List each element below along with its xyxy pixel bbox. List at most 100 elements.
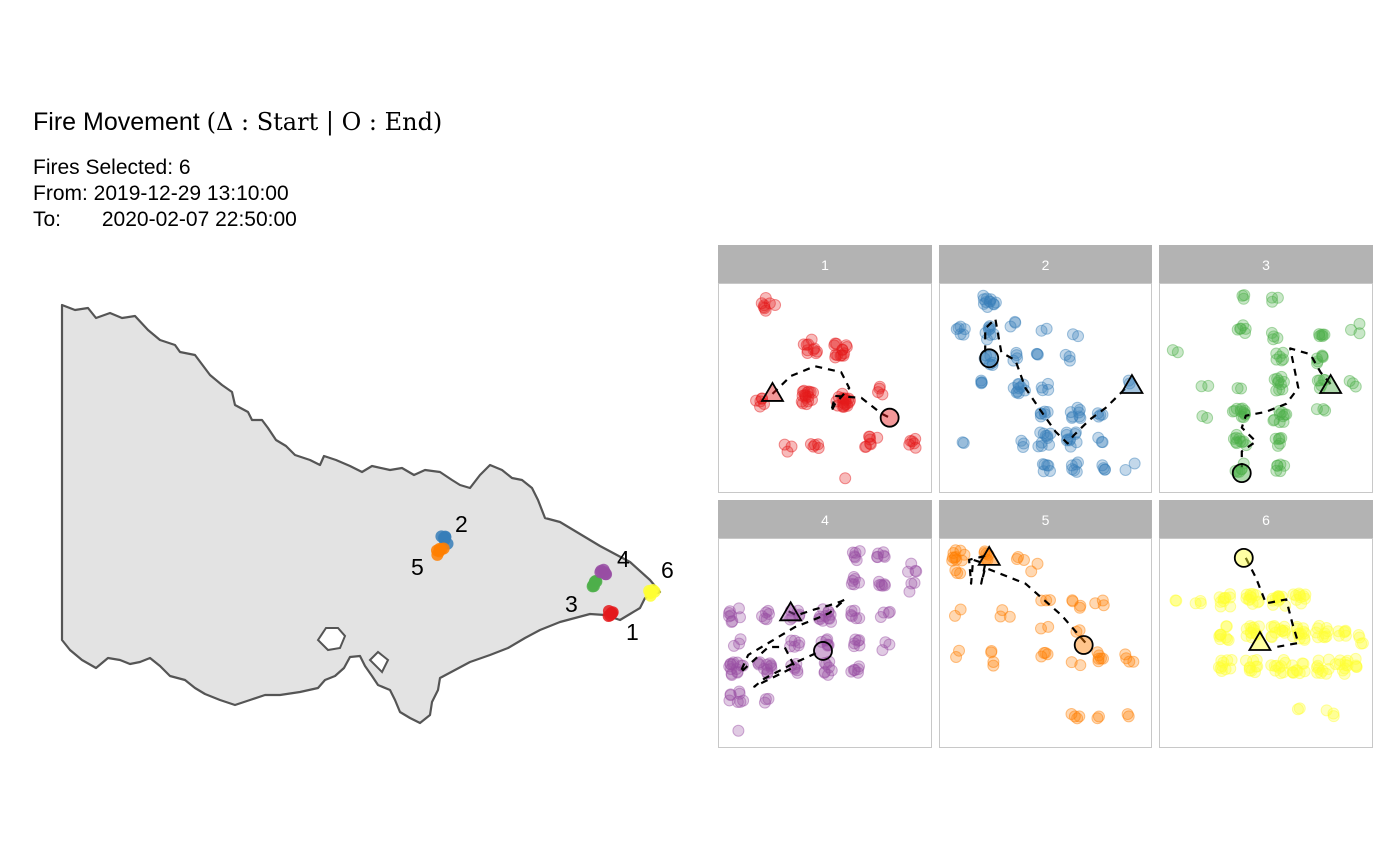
fire-point [848, 664, 861, 677]
fire-point [800, 338, 813, 351]
fire-point [1352, 629, 1365, 642]
fire-point [1291, 703, 1304, 716]
fire-point [949, 564, 962, 577]
fire-point [864, 433, 877, 446]
fire-point [1213, 591, 1226, 604]
fire-point [950, 553, 963, 566]
fire-point [1310, 403, 1323, 416]
fire-point [1231, 323, 1244, 336]
fire-point [951, 567, 964, 580]
fire-point [1226, 405, 1239, 418]
start-marker [1318, 373, 1343, 394]
fire-point [975, 376, 988, 389]
fire-point [1066, 594, 1079, 607]
fire-point [1318, 631, 1331, 644]
fire-point [1230, 428, 1243, 441]
fire-point [1272, 433, 1285, 446]
fire-point [1214, 662, 1227, 675]
fire-point [1345, 323, 1358, 336]
fire-point [1243, 661, 1256, 674]
fire-point [975, 376, 988, 389]
fire-point [1273, 416, 1286, 429]
fire-point [722, 610, 735, 623]
fire-point [1225, 653, 1238, 666]
fire-point [1318, 328, 1331, 341]
fire-point [1332, 625, 1345, 638]
fire-point [1201, 411, 1214, 424]
fire-point [1096, 436, 1109, 449]
fire-point [903, 585, 916, 598]
fire-point [872, 386, 885, 399]
fire-point [762, 604, 775, 617]
fire-point [909, 432, 922, 445]
fire-point [1353, 317, 1366, 330]
facet-strip [718, 245, 932, 283]
fire-point [981, 300, 994, 313]
fire-point [1041, 429, 1054, 442]
fire-point [1271, 372, 1284, 385]
fire-point [1338, 667, 1351, 680]
fire-point [1070, 436, 1083, 449]
map-fire-point-4 [599, 568, 612, 581]
fire-point [1092, 655, 1105, 668]
fire-point [1095, 652, 1108, 665]
fire-point [1127, 655, 1140, 668]
fire-point [1349, 652, 1362, 665]
fire-point [1273, 405, 1286, 418]
fire-point [1286, 659, 1299, 672]
fire-point [1277, 410, 1290, 423]
fire-point [878, 578, 891, 591]
fire-point [1320, 704, 1333, 717]
fire-point [1343, 375, 1356, 388]
fire-point [1287, 588, 1300, 601]
fire-point [1329, 658, 1342, 671]
fire-point [796, 397, 809, 410]
fire-point [845, 665, 858, 678]
fire-point [1247, 588, 1260, 601]
fire-point [906, 435, 919, 448]
fire-point [1060, 426, 1073, 439]
fire-point [863, 430, 876, 443]
fire-point [846, 574, 859, 587]
fire-point [760, 658, 773, 671]
fire-point [946, 554, 959, 567]
fire-point [1220, 620, 1233, 633]
fire-point [1034, 407, 1047, 420]
fire-point [1293, 587, 1306, 600]
fire-point [791, 664, 804, 677]
fire-point [1239, 322, 1252, 335]
fire-point [812, 438, 825, 451]
fire-point [760, 606, 773, 619]
map-fire-point-6 [646, 584, 659, 597]
fire-point [1271, 590, 1284, 603]
fire-point [802, 395, 815, 408]
fire-point [1311, 659, 1324, 672]
fire-point [1009, 316, 1022, 329]
fire-point [1039, 429, 1052, 442]
fire-point [758, 299, 771, 312]
fire-point [877, 546, 890, 559]
fire-point [759, 291, 772, 304]
fire-point [1036, 458, 1049, 471]
movement-path [984, 317, 1127, 445]
fire-point [797, 338, 810, 351]
fire-point [883, 605, 896, 618]
fire-point [763, 657, 776, 670]
fire-point [1290, 664, 1303, 677]
port-phillip-bay [316, 627, 347, 652]
fire-point [1065, 411, 1078, 424]
fire-point [1068, 710, 1081, 723]
fire-point [957, 437, 970, 450]
fire-point [848, 550, 861, 563]
fire-point [1092, 431, 1105, 444]
fire-point [1242, 593, 1255, 606]
fire-point [791, 666, 804, 679]
victoria-map [60, 303, 662, 725]
fire-point [984, 350, 997, 363]
fire-point [873, 380, 886, 393]
fire-point [1230, 402, 1243, 415]
fire-point [724, 688, 737, 701]
fire-point [978, 352, 991, 365]
fire-point [852, 663, 865, 676]
fire-point [1274, 667, 1287, 680]
